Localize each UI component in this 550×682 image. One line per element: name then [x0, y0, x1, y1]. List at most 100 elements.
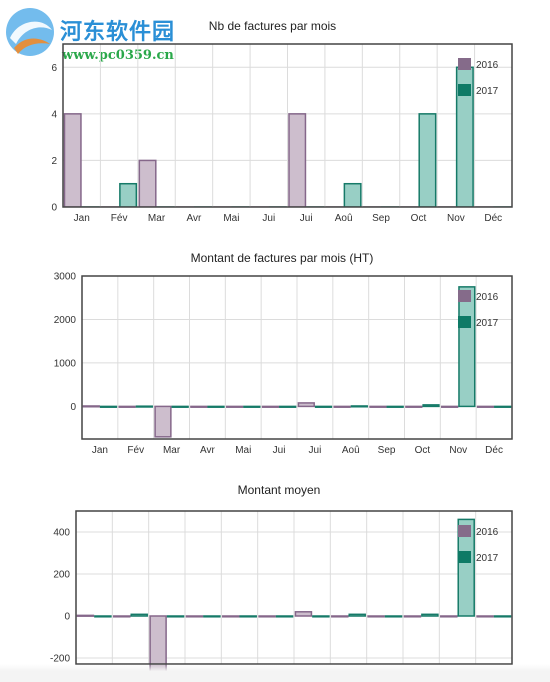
- plot-frame: [81, 275, 513, 440]
- bars-group: [63, 66, 512, 207]
- bar-2017-Aoû: [348, 613, 366, 617]
- x-tick-label: Jui: [309, 445, 322, 456]
- bar-2016-Mar: [138, 159, 157, 207]
- x-tick-label: Avr: [187, 213, 202, 224]
- x-tick-label: Jui: [273, 445, 286, 456]
- bar-2016-Fév: [113, 615, 131, 618]
- bar-2017-Oct: [418, 113, 437, 207]
- y-tick-label: 0: [64, 612, 70, 623]
- y-tick-label: 1000: [54, 358, 77, 369]
- legend-swatch-2017: [458, 84, 471, 96]
- watermark-logo: 河东软件园 www.pc0359.cn: [2, 4, 202, 64]
- bar-2016-Jui: [261, 405, 280, 408]
- bar-2017-Mai: [239, 615, 257, 618]
- bar-2017-Fév: [135, 405, 153, 408]
- bar-2016-Mai: [226, 405, 244, 408]
- x-tick-label: Fév: [111, 213, 128, 224]
- bar-2017-Jui: [314, 405, 333, 408]
- watermark-swirl-icon: [6, 8, 54, 56]
- bar-2017-Jui: [275, 615, 294, 618]
- legend-label-2016: 2016: [476, 292, 499, 303]
- plot-frame: [62, 43, 513, 208]
- legend-swatch-2016: [458, 58, 471, 70]
- x-tick-label: Mai: [223, 213, 239, 224]
- x-tick-label: Déc: [484, 213, 502, 224]
- bar-2016-Sep: [369, 405, 387, 408]
- bar-2016-Déc: [476, 615, 494, 618]
- x-tick-label: Jui: [262, 213, 275, 224]
- bar-2016-Avr: [190, 405, 208, 408]
- bar-2017-Oct: [421, 613, 439, 617]
- bar-2016-Nov: [441, 405, 459, 408]
- bar-2017-Jan: [99, 405, 118, 408]
- bar-2016-Jan: [76, 614, 95, 617]
- x-tick-label: Oct: [415, 445, 431, 456]
- y-tick-label: 2: [51, 156, 57, 167]
- x-tick-label: Nov: [449, 445, 467, 456]
- bar-2016-Déc: [476, 405, 495, 408]
- bar-2017-Aoû: [343, 182, 362, 207]
- y-tick-label: 200: [53, 570, 70, 581]
- watermark-url: www.pc0359.cn: [62, 48, 174, 63]
- bar-2017-Oct: [422, 404, 440, 408]
- bar-2016-Jui: [297, 402, 315, 408]
- bar-2016-Sep: [367, 615, 385, 618]
- watermark-site-name: 河东软件园: [60, 19, 176, 45]
- bar-2017-Nov: [458, 286, 476, 408]
- y-tick-label: 0: [51, 203, 57, 214]
- y-tick-label: 6: [51, 63, 57, 74]
- bar-2016-Aoû: [333, 405, 351, 408]
- bar-2016-Jan: [63, 113, 82, 207]
- y-tick-label: -200: [50, 654, 70, 665]
- legend-label-2016: 2016: [476, 60, 499, 71]
- bar-2017-Mai: [243, 405, 261, 408]
- y-tick-label: 3000: [54, 272, 77, 283]
- bar-2017-Déc: [494, 405, 512, 408]
- y-tick-label: 0: [70, 402, 76, 413]
- legend-label-2017: 2017: [476, 86, 499, 97]
- legend-swatch-2017: [458, 551, 471, 563]
- bar-2017-Jan: [94, 615, 112, 618]
- bar-2016-Jui: [294, 611, 313, 617]
- legend-label-2017: 2017: [476, 553, 499, 564]
- bar-2017-Aoû: [350, 405, 368, 408]
- legend-label-2017: 2017: [476, 318, 499, 329]
- bar-2016-Oct: [403, 615, 422, 618]
- x-tick-label: Mar: [163, 445, 181, 456]
- bar-2016-Nov: [440, 615, 458, 618]
- bar-2017-Nov: [457, 518, 475, 617]
- legend-swatch-2016: [458, 525, 471, 537]
- legend-swatch-2016: [458, 290, 471, 302]
- legend-label-2016: 2016: [476, 527, 499, 538]
- x-tick-label: Déc: [485, 445, 503, 456]
- bar-2016-Avr: [185, 615, 204, 618]
- chart-1: Nb de factures par mois 0 2 4 6 Jan Fév Mar Avr M…: [51, 19, 513, 224]
- bar-2016-Jui: [258, 615, 276, 618]
- bar-2017-Sep: [384, 615, 403, 618]
- chart-2: Montant de factures par mois (HT) 0 1000 20…: [54, 251, 513, 456]
- x-tick-label: Oct: [411, 213, 427, 224]
- x-tick-label: Aoû: [342, 445, 360, 456]
- bottom-fade: [0, 664, 550, 682]
- legend-swatch-2017: [458, 316, 471, 328]
- x-tick-label: Jan: [92, 445, 108, 456]
- x-tick-label: Fév: [127, 445, 144, 456]
- bar-2017-Fév: [130, 613, 148, 617]
- y-tick-label: 2000: [54, 315, 77, 326]
- x-tick-label: Nov: [447, 213, 465, 224]
- bar-2017-Fév: [119, 182, 138, 207]
- chart-title: Montant moyen: [238, 483, 321, 497]
- x-tick-label: Aoû: [335, 213, 353, 224]
- y-tick-label: 400: [53, 528, 70, 539]
- bar-2017-Avr: [207, 405, 225, 408]
- bar-2017-Mar: [166, 615, 185, 618]
- chart-title: Nb de factures par mois: [209, 19, 336, 33]
- bar-2016-Mai: [222, 615, 240, 618]
- x-tick-label: Sep: [378, 445, 396, 456]
- chart-3: Montant moyen -200 0 200 400 2016 2017: [50, 483, 513, 682]
- bar-2017-Sep: [386, 405, 404, 408]
- x-tick-label: Jan: [74, 213, 90, 224]
- x-tick-label: Jui: [300, 213, 313, 224]
- y-tick-label: 4: [51, 109, 57, 120]
